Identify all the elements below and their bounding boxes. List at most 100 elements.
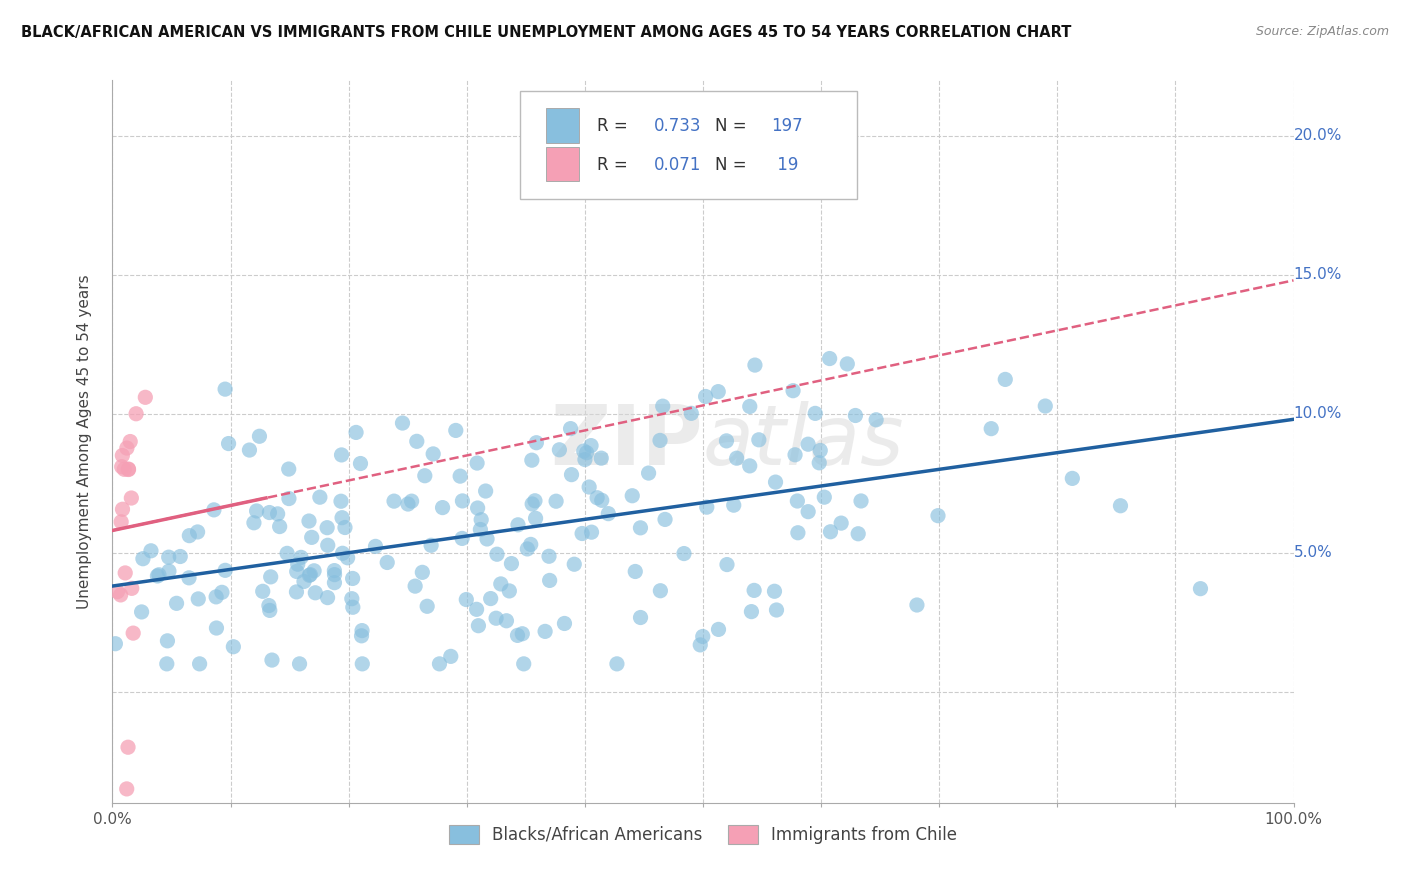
Point <box>572 444 595 458</box>
Point <box>449 469 471 483</box>
Point <box>276 546 298 560</box>
Point <box>495 614 517 628</box>
Point <box>259 506 281 520</box>
Point <box>333 520 356 534</box>
Point <box>202 503 225 517</box>
Text: R =: R = <box>596 156 633 174</box>
Point <box>391 416 413 430</box>
Point <box>546 494 568 508</box>
Point <box>323 567 346 582</box>
FancyBboxPatch shape <box>520 91 856 200</box>
Point <box>246 504 269 518</box>
Point <box>350 629 373 643</box>
Point <box>157 564 180 578</box>
Point <box>738 400 761 414</box>
Text: 5.0%: 5.0% <box>1294 545 1333 560</box>
Point <box>340 591 363 606</box>
Point <box>738 458 761 473</box>
Point <box>214 563 236 577</box>
Point <box>689 638 711 652</box>
Point <box>249 429 271 443</box>
Point <box>465 602 488 616</box>
Point <box>115 441 138 455</box>
Point <box>179 529 201 543</box>
Point <box>451 532 474 546</box>
Point <box>765 603 787 617</box>
Point <box>323 564 346 578</box>
Point <box>416 599 439 614</box>
Point <box>470 523 492 537</box>
Point <box>107 584 129 599</box>
Point <box>110 588 132 602</box>
Point <box>537 549 560 564</box>
Point <box>205 590 228 604</box>
Point <box>591 493 613 508</box>
Point <box>125 407 148 421</box>
Point <box>111 502 134 516</box>
Point <box>905 598 928 612</box>
Point <box>808 443 831 458</box>
Point <box>117 740 139 755</box>
Text: N =: N = <box>714 156 752 174</box>
Point <box>506 517 529 532</box>
Point <box>512 657 534 671</box>
Point <box>429 657 451 671</box>
Point <box>501 557 523 571</box>
Point <box>277 491 299 506</box>
Point <box>524 435 547 450</box>
Point <box>332 546 354 560</box>
Point <box>188 657 211 671</box>
Point <box>786 494 808 508</box>
Point <box>846 526 869 541</box>
Bar <box>546 109 579 143</box>
Point <box>548 442 571 457</box>
Text: 197: 197 <box>772 117 803 135</box>
Point <box>740 605 762 619</box>
Point <box>553 616 575 631</box>
Point <box>301 530 323 544</box>
Point <box>349 457 371 471</box>
Point <box>344 425 367 440</box>
Point <box>444 424 467 438</box>
Point <box>586 491 609 505</box>
Point <box>624 565 647 579</box>
Point <box>131 605 153 619</box>
Point <box>104 637 127 651</box>
Point <box>330 448 353 462</box>
Point <box>510 626 533 640</box>
Point <box>288 657 311 671</box>
Text: Source: ZipAtlas.com: Source: ZipAtlas.com <box>1256 25 1389 38</box>
Point <box>813 490 835 504</box>
Point <box>308 490 330 504</box>
Point <box>651 399 673 413</box>
Point <box>695 389 717 403</box>
Point <box>342 600 364 615</box>
Point <box>302 564 325 578</box>
Point <box>742 583 765 598</box>
Point <box>844 409 866 423</box>
Text: BLACK/AFRICAN AMERICAN VS IMMIGRANTS FROM CHILE UNEMPLOYMENT AMONG AGES 45 TO 54: BLACK/AFRICAN AMERICAN VS IMMIGRANTS FRO… <box>21 25 1071 40</box>
Point <box>440 649 463 664</box>
Point <box>404 579 426 593</box>
Point <box>323 575 346 590</box>
Point <box>120 491 142 505</box>
Bar <box>546 147 579 181</box>
Text: R =: R = <box>596 117 633 135</box>
Point <box>110 515 132 529</box>
Point <box>413 468 436 483</box>
Point <box>538 574 561 588</box>
Point <box>266 507 288 521</box>
Point <box>277 462 299 476</box>
Point <box>405 434 427 449</box>
Legend: Blacks/African Americans, Immigrants from Chile: Blacks/African Americans, Immigrants fro… <box>440 816 966 852</box>
Point <box>765 475 787 489</box>
Point <box>524 511 547 525</box>
Point <box>725 451 748 466</box>
Point <box>707 623 730 637</box>
Point <box>287 558 309 572</box>
Point <box>797 505 820 519</box>
Point <box>120 434 142 449</box>
Y-axis label: Unemployment Among Ages 45 to 54 years: Unemployment Among Ages 45 to 54 years <box>77 274 93 609</box>
Point <box>782 384 804 398</box>
Point <box>252 584 274 599</box>
